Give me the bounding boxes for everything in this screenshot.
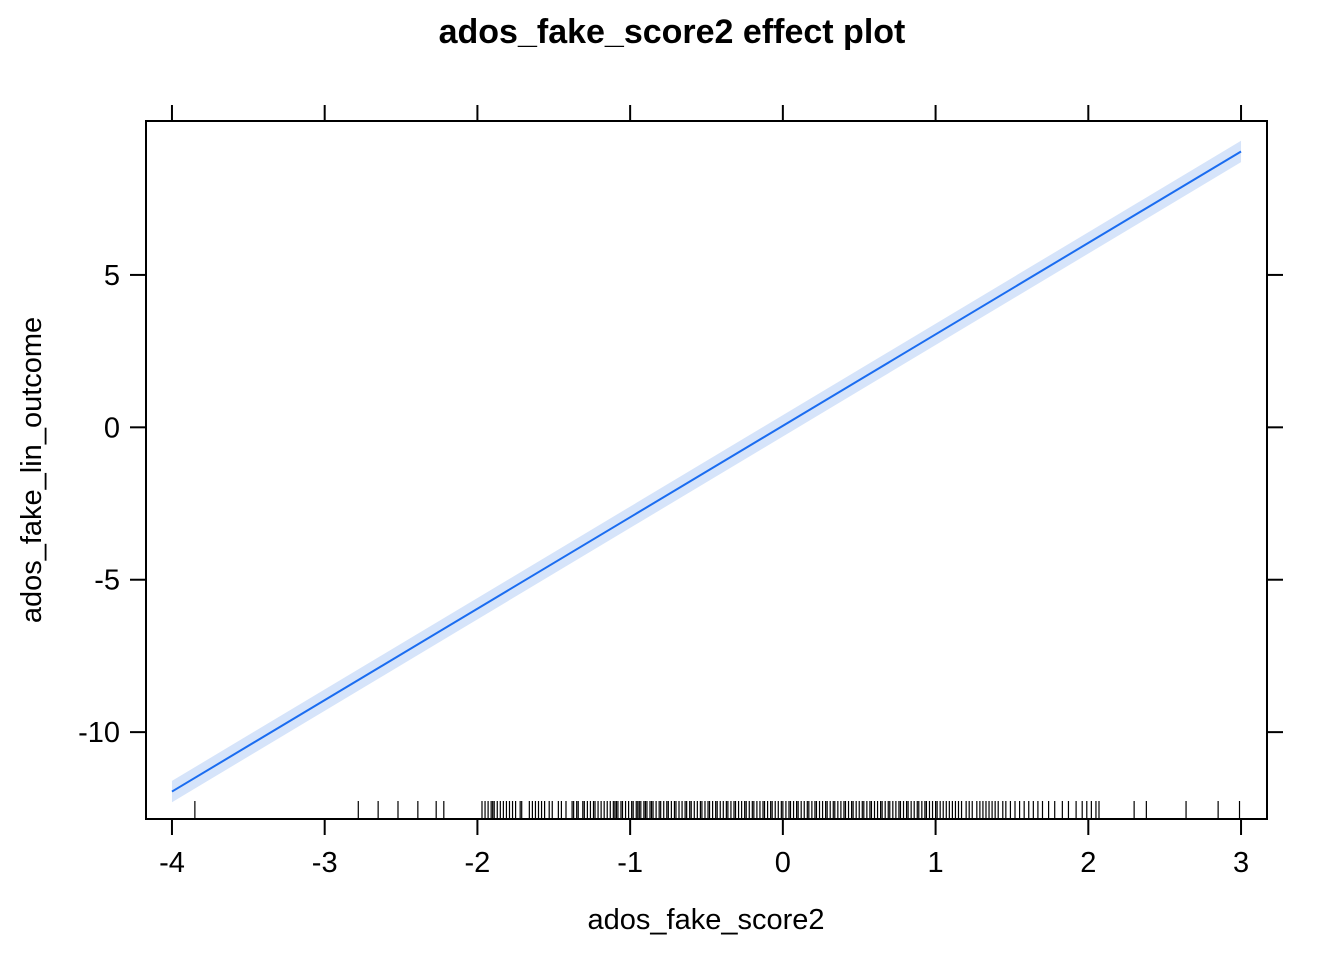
x-tick-label: -4	[159, 847, 185, 879]
x-axis-ticks: -4 -3 -2 -1 0 1 2 3	[159, 105, 1249, 879]
chart-title: ados_fake_score2 effect plot	[439, 13, 906, 51]
x-axis-label: ados_fake_score2	[588, 904, 825, 936]
plot-frame	[145, 120, 1268, 820]
rug-layer	[194, 801, 1241, 818]
x-tick-label: 0	[775, 847, 791, 879]
y-axis-label: ados_fake_lin_outcome	[16, 317, 48, 623]
y-axis-ticks: -10 -5 0 5	[78, 260, 1283, 749]
fit-line	[171, 150, 1242, 793]
x-tick-label: -1	[617, 847, 643, 879]
x-tick-label: -2	[465, 847, 491, 879]
x-tick-label: 1	[928, 847, 944, 879]
x-tick-label: 2	[1080, 847, 1096, 879]
y-tick-label: 5	[104, 260, 120, 292]
fit-line-layer	[171, 150, 1242, 793]
y-tick-label: -5	[94, 565, 120, 597]
y-tick-label: 0	[104, 412, 120, 444]
x-tick-label: -3	[312, 847, 338, 879]
x-tick-label: 3	[1233, 847, 1249, 879]
y-tick-label: -10	[78, 717, 120, 749]
